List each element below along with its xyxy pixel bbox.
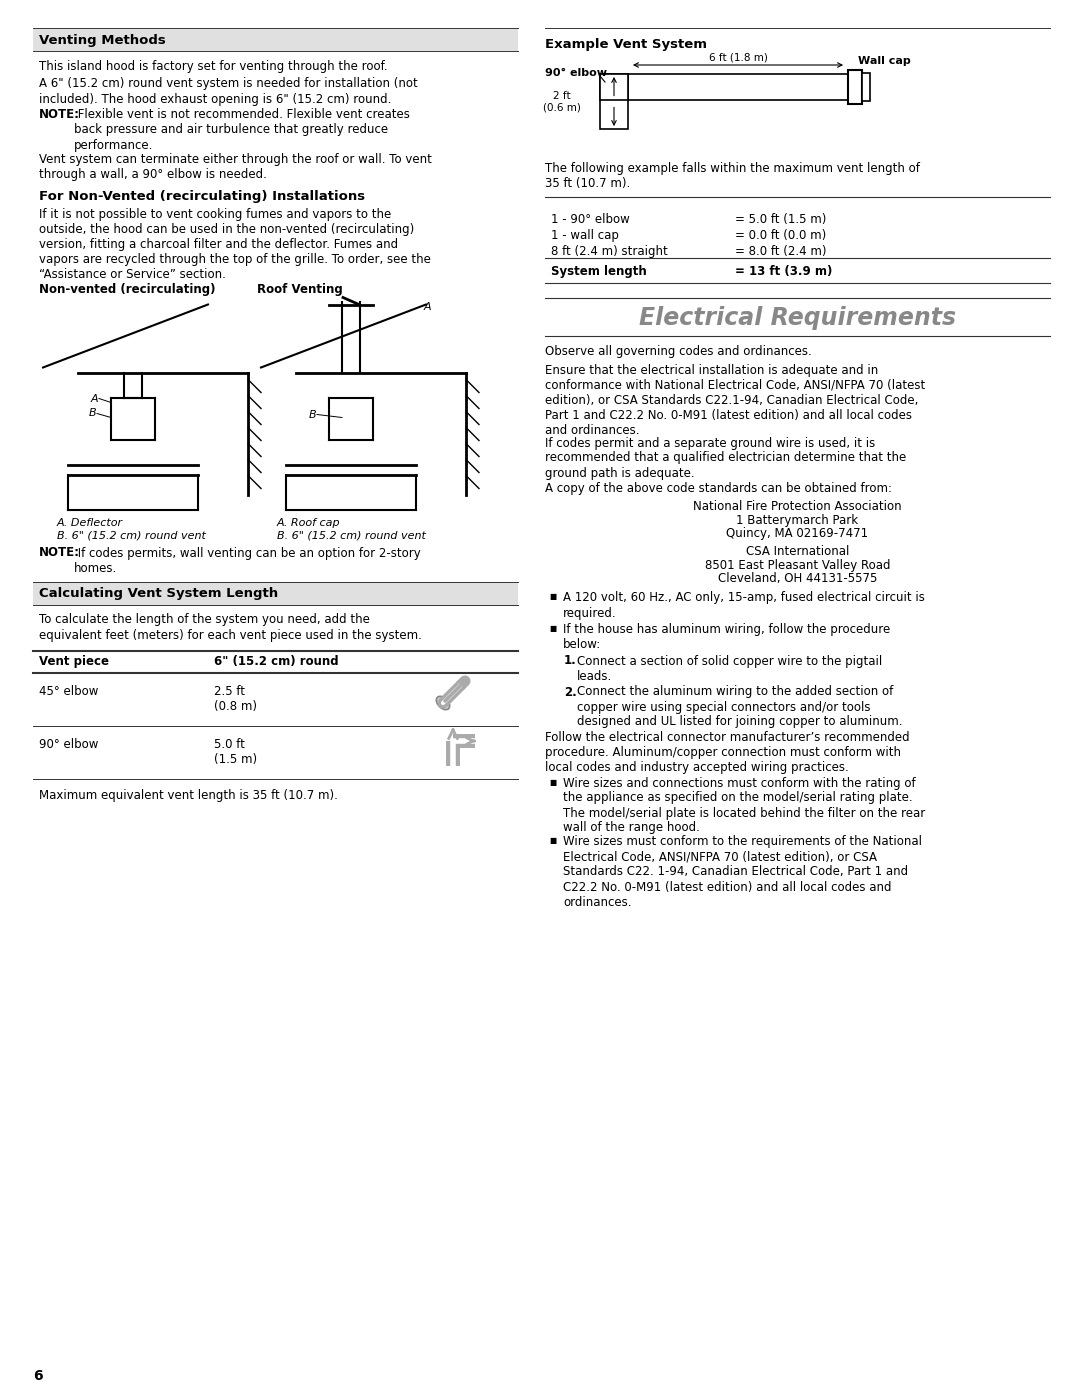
Ellipse shape (436, 696, 449, 710)
Text: B: B (89, 408, 96, 418)
Text: A: A (424, 302, 432, 312)
Text: NOTE:: NOTE: (39, 546, 80, 560)
Text: If codes permit and a separate ground wire is used, it is
recommended that a qua: If codes permit and a separate ground wi… (545, 436, 906, 479)
Text: Example Vent System: Example Vent System (545, 38, 707, 52)
Text: Non-vented (recirculating): Non-vented (recirculating) (39, 284, 216, 296)
Bar (600, 74, 627, 101)
Text: 1.: 1. (564, 655, 577, 668)
Text: = 0.0 ft (0.0 m): = 0.0 ft (0.0 m) (735, 229, 826, 242)
Text: Observe all governing codes and ordinances.: Observe all governing codes and ordinanc… (545, 345, 812, 359)
Text: ■: ■ (549, 778, 556, 787)
Text: Flexible vent is not recommended. Flexible vent creates
back pressure and air tu: Flexible vent is not recommended. Flexib… (75, 109, 410, 151)
Text: Follow the electrical connector manufacturer’s recommended
procedure. Aluminum/c: Follow the electrical connector manufact… (545, 731, 909, 774)
Text: = 5.0 ft (1.5 m): = 5.0 ft (1.5 m) (735, 212, 826, 226)
Text: Roof Venting: Roof Venting (257, 284, 342, 296)
Text: A. Roof cap: A. Roof cap (276, 517, 340, 528)
Text: B. 6" (15.2 cm) round vent: B. 6" (15.2 cm) round vent (57, 531, 206, 541)
Text: Vent piece: Vent piece (39, 655, 109, 669)
Bar (33, 29, 518, 52)
Text: A 120 volt, 60 Hz., AC only, 15-amp, fused electrical circuit is
required.: A 120 volt, 60 Hz., AC only, 15-amp, fus… (563, 591, 924, 619)
Text: B. 6" (15.2 cm) round vent: B. 6" (15.2 cm) round vent (276, 531, 426, 541)
Text: 1 - wall cap: 1 - wall cap (551, 229, 619, 242)
Bar (600, 74, 627, 129)
Text: 1 - 90° elbow: 1 - 90° elbow (551, 212, 630, 226)
Text: If it is not possible to vent cooking fumes and vapors to the
outside, the hood : If it is not possible to vent cooking fu… (39, 208, 431, 281)
Text: Vent system can terminate either through the roof or wall. To vent
through a wal: Vent system can terminate either through… (39, 154, 432, 182)
Text: A copy of the above code standards can be obtained from:: A copy of the above code standards can b… (545, 482, 892, 495)
Text: This island hood is factory set for venting through the roof.: This island hood is factory set for vent… (39, 60, 388, 73)
Text: NOTE:: NOTE: (39, 109, 80, 122)
Text: The following example falls within the maximum vent length of
35 ft (10.7 m).: The following example falls within the m… (545, 162, 920, 190)
Text: 1 Batterymarch Park: 1 Batterymarch Park (737, 514, 859, 527)
Text: = 8.0 ft (2.4 m): = 8.0 ft (2.4 m) (735, 244, 826, 258)
Text: A 6" (15.2 cm) round vent system is needed for installation (not
included). The : A 6" (15.2 cm) round vent system is need… (39, 77, 418, 106)
Text: ■: ■ (549, 592, 556, 602)
Text: Electrical Requirements: Electrical Requirements (639, 306, 956, 330)
Text: 90° elbow: 90° elbow (545, 68, 607, 78)
Text: National Fire Protection Association: National Fire Protection Association (693, 500, 902, 514)
Text: 6: 6 (33, 1369, 42, 1383)
Bar (848, 70, 862, 103)
Text: If the house has aluminum wiring, follow the procedure
below:: If the house has aluminum wiring, follow… (563, 623, 890, 651)
Text: Wire sizes and connections must conform with the rating of
the appliance as spec: Wire sizes and connections must conform … (563, 777, 926, 834)
Text: A: A (91, 394, 98, 404)
Text: System length: System length (551, 265, 647, 278)
Text: B: B (309, 409, 316, 419)
Text: Venting Methods: Venting Methods (39, 34, 165, 47)
Text: 5.0 ft
(1.5 m): 5.0 ft (1.5 m) (214, 738, 257, 766)
Text: Calculating Vent System Length: Calculating Vent System Length (39, 588, 279, 601)
Text: Maximum equivalent vent length is 35 ft (10.7 m).: Maximum equivalent vent length is 35 ft … (39, 789, 338, 802)
Text: 6" (15.2 cm) round: 6" (15.2 cm) round (214, 655, 339, 669)
Bar (862, 73, 870, 101)
Text: Connect the aluminum wiring to the added section of
copper wire using special co: Connect the aluminum wiring to the added… (577, 686, 903, 728)
Text: To calculate the length of the system you need, add the
equivalent feet (meters): To calculate the length of the system yo… (39, 613, 422, 641)
Text: For Non-Vented (recirculating) Installations: For Non-Vented (recirculating) Installat… (39, 190, 365, 203)
Text: 2.: 2. (564, 686, 577, 698)
Bar (33, 583, 518, 605)
Text: ■: ■ (549, 837, 556, 845)
Text: 2.5 ft
(0.8 m): 2.5 ft (0.8 m) (214, 685, 257, 712)
Text: ■: ■ (549, 624, 556, 633)
Text: 8501 East Pleasant Valley Road: 8501 East Pleasant Valley Road (705, 559, 890, 571)
Text: Wall cap: Wall cap (858, 56, 910, 66)
Text: Connect a section of solid copper wire to the pigtail
leads.: Connect a section of solid copper wire t… (577, 655, 882, 683)
Text: Quincy, MA 02169-7471: Quincy, MA 02169-7471 (727, 528, 868, 541)
Text: 45° elbow: 45° elbow (39, 685, 98, 698)
Text: Wire sizes must conform to the requirements of the National
Electrical Code, ANS: Wire sizes must conform to the requireme… (563, 835, 922, 908)
Text: Cleveland, OH 44131-5575: Cleveland, OH 44131-5575 (718, 571, 877, 585)
Text: = 13 ft (3.9 m): = 13 ft (3.9 m) (735, 265, 833, 278)
Text: CSA International: CSA International (746, 545, 849, 557)
Text: If codes permits, wall venting can be an option for 2-story
homes.: If codes permits, wall venting can be an… (75, 546, 421, 574)
Text: Ensure that the electrical installation is adequate and in
conformance with Nati: Ensure that the electrical installation … (545, 365, 926, 437)
Text: 2 ft
(0.6 m): 2 ft (0.6 m) (543, 91, 581, 112)
Text: 8 ft (2.4 m) straight: 8 ft (2.4 m) straight (551, 244, 667, 258)
Bar (627, 74, 848, 101)
Text: 6 ft (1.8 m): 6 ft (1.8 m) (708, 53, 768, 63)
Text: A. Deflector: A. Deflector (57, 517, 123, 528)
Text: 90° elbow: 90° elbow (39, 738, 98, 752)
